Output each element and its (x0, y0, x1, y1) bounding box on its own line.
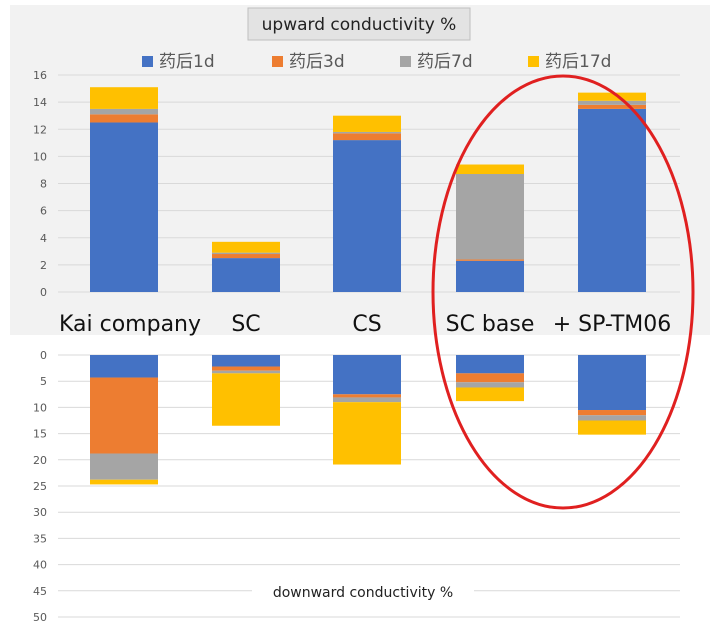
top-bar-cs-1d (333, 140, 401, 292)
top-y-tick-label: 4 (40, 232, 47, 245)
top-bar-sc-3d (212, 254, 280, 259)
category-label-sc-base: SC base (446, 312, 535, 337)
legend-label: 药后7d (417, 52, 473, 72)
legend-label: 药后1d (159, 52, 215, 72)
legend-swatch-3d (272, 56, 283, 67)
legend-swatch-1d (142, 56, 153, 67)
top-y-axis: 0 2 4 6 8 10 12 14 16 (33, 69, 47, 299)
bottom-y-tick-label: 45 (33, 585, 47, 598)
bottom-y-tick-label: 35 (33, 532, 47, 545)
bottom-bar-sp-tm06-3d (578, 410, 646, 416)
top-bar-kai-company-3d (90, 114, 158, 123)
top-bar-sc-7d (212, 252, 280, 255)
top-bar-sc-base-7d (456, 174, 524, 260)
bottom-y-tick-label: 5 (40, 375, 47, 388)
top-y-tick-label: 14 (33, 96, 47, 109)
top-y-tick-label: 6 (40, 205, 47, 218)
bottom-y-tick-label: 30 (33, 506, 47, 519)
bottom-bar-sc-17d (212, 373, 280, 426)
category-label-sc: SC (231, 312, 260, 337)
top-bar-sp-tm06-1d (578, 108, 646, 292)
bottom-bar-cs-3d (333, 394, 401, 398)
top-y-tick-label: 12 (33, 123, 47, 136)
bottom-chart-title: downward conductivity % (273, 585, 453, 601)
legend-swatch-17d (528, 56, 539, 67)
bottom-bar-sc-base-3d (456, 373, 524, 383)
top-bar-kai-company-7d (90, 108, 158, 115)
chart-legend: 药后1d 药后3d 药后7d 药后17d (142, 52, 611, 72)
top-bar-sc-base-1d (456, 260, 524, 292)
bottom-bar-cs-1d (333, 355, 401, 395)
top-bar-sc-17d (212, 241, 280, 253)
bottom-y-tick-label: 50 (33, 611, 47, 624)
category-label-sp-tm06: + SP-TM06 (553, 312, 672, 337)
bottom-y-tick-label: 20 (33, 454, 47, 467)
top-y-tick-label: 0 (40, 286, 47, 299)
top-bar-sc-1d (212, 258, 280, 292)
top-y-tick-label: 16 (33, 69, 47, 82)
category-label-cs: CS (352, 312, 381, 337)
bottom-y-tick-label: 25 (33, 480, 47, 493)
bottom-bar-sc-3d (212, 366, 280, 371)
highlight-ellipse (431, 74, 695, 510)
top-bar-cs-17d (333, 115, 401, 132)
category-label-kai-company: Kai company (59, 312, 201, 337)
top-bar-kai-company-17d (90, 87, 158, 109)
top-y-tick-label: 8 (40, 178, 47, 191)
bottom-bar-sc-7d (212, 370, 280, 374)
bottom-bar-sc-base-1d (456, 355, 524, 374)
top-y-tick-label: 2 (40, 259, 47, 272)
top-bar-sp-tm06-3d (578, 104, 646, 109)
bottom-bar-kai-company-7d (90, 453, 158, 480)
bottom-bars (90, 355, 646, 485)
bottom-bar-kai-company-1d (90, 355, 158, 378)
legend-label: 药后17d (545, 52, 611, 72)
legend-label: 药后3d (289, 52, 345, 72)
bottom-y-tick-label: 15 (33, 428, 47, 441)
category-labels: Kai company SC CS SC base + SP-TM06 (59, 312, 671, 337)
bottom-bar-sp-tm06-7d (578, 415, 646, 421)
bottom-bar-kai-company-3d (90, 377, 158, 454)
top-title-box (247, 7, 471, 41)
bottom-bar-cs-17d (333, 402, 401, 465)
bottom-y-tick-label: 10 (33, 401, 47, 414)
top-bar-sp-tm06-17d (578, 92, 646, 101)
bottom-bar-sc-base-7d (456, 382, 524, 388)
bottom-y-axis: 0 5 10 15 20 25 30 35 40 45 50 (33, 349, 47, 624)
bottom-bar-sp-tm06-1d (578, 355, 646, 411)
top-bar-sc-base-17d (456, 164, 524, 175)
top-bar-kai-company-1d (90, 122, 158, 292)
bottom-y-tick-label: 40 (33, 559, 47, 572)
top-bar-sp-tm06-7d (578, 100, 646, 105)
top-bar-cs-7d (333, 131, 401, 134)
top-bar-sc-base-3d (456, 259, 524, 261)
bottom-bar-cs-7d (333, 397, 401, 403)
legend-swatch-7d (400, 56, 411, 67)
top-y-tick-label: 10 (33, 150, 47, 163)
bottom-bar-sp-tm06-17d (578, 420, 646, 435)
bottom-title-background (252, 580, 474, 604)
bottom-y-tick-label: 0 (40, 349, 47, 362)
bottom-bar-sc-base-17d (456, 387, 524, 402)
top-bars (90, 87, 646, 292)
top-chart-title: upward conductivity % (262, 15, 457, 35)
top-bar-cs-3d (333, 133, 401, 141)
bottom-bar-kai-company-17d (90, 479, 158, 485)
bottom-bar-sc-1d (212, 355, 280, 367)
